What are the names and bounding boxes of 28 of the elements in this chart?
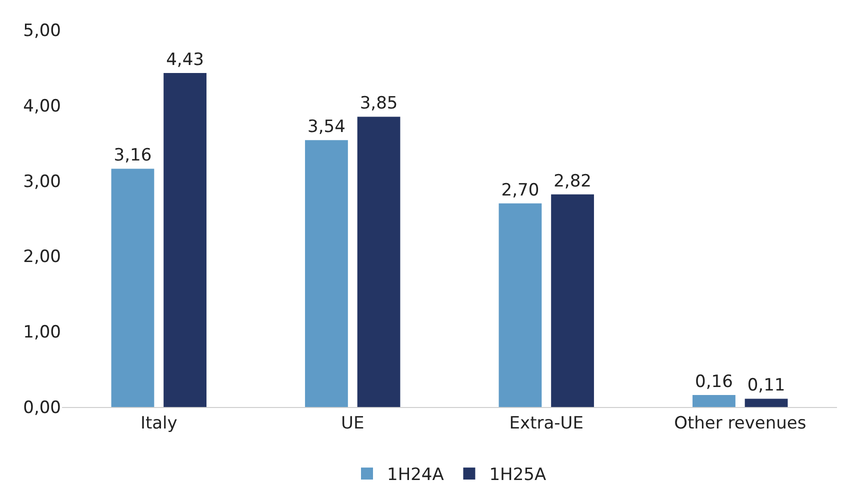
x-tick-label: Other revenues bbox=[674, 413, 806, 434]
y-tick-label: 3,00 bbox=[23, 172, 61, 192]
bar bbox=[305, 140, 348, 407]
y-tick-label: 1,00 bbox=[23, 322, 61, 343]
bar bbox=[744, 398, 788, 407]
data-label: 0,16 bbox=[695, 372, 733, 392]
data-label: 4,43 bbox=[166, 50, 204, 70]
data-label: 3,16 bbox=[114, 146, 152, 166]
bar bbox=[692, 394, 736, 407]
legend-label: 1H25A bbox=[489, 465, 546, 486]
x-tick-label: UE bbox=[341, 413, 364, 434]
x-tick-label: Italy bbox=[140, 413, 178, 434]
legend-label: 1H24A bbox=[387, 465, 444, 486]
y-tick-label: 5,00 bbox=[23, 20, 61, 41]
bar bbox=[111, 168, 154, 407]
bar bbox=[357, 116, 400, 407]
y-tick-label: 4,00 bbox=[23, 96, 61, 116]
data-label: 0,11 bbox=[747, 376, 786, 396]
data-label: 2,70 bbox=[501, 180, 540, 200]
y-tick-label: 2,00 bbox=[23, 247, 61, 268]
y-tick-label: 0,00 bbox=[23, 398, 61, 418]
data-label: 3,85 bbox=[360, 94, 398, 114]
bar bbox=[164, 72, 206, 407]
data-label: 3,54 bbox=[308, 117, 346, 138]
bar bbox=[551, 194, 594, 407]
x-tick-label: Extra-UE bbox=[509, 413, 584, 434]
data-label: 2,82 bbox=[554, 171, 592, 192]
bar bbox=[498, 203, 542, 407]
